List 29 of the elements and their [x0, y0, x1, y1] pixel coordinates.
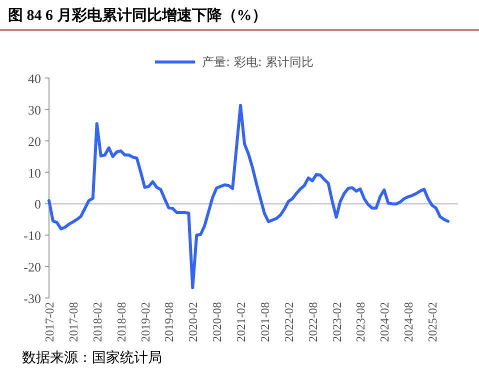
x-tick-label: 2024-08: [402, 302, 416, 342]
x-tick-label: 2019-08: [162, 302, 176, 342]
y-tick-label: -10: [24, 228, 41, 244]
x-tick-label: 2018-02: [90, 302, 104, 342]
x-tick-label: 2021-08: [258, 302, 272, 342]
x-tick-label: 2023-08: [354, 302, 368, 342]
x-tick-label: 2018-08: [114, 302, 128, 342]
source-note: 数据来源：国家统计局: [22, 350, 162, 366]
x-tick-label: 2017-08: [66, 302, 80, 342]
x-tick-label: 2024-02: [378, 302, 392, 342]
x-tick-label: 2022-02: [282, 302, 296, 342]
x-tick-label: 2020-02: [186, 302, 200, 342]
x-tick-label: 2021-02: [234, 302, 248, 342]
y-tick-label: 40: [28, 71, 41, 86]
y-tick-label: 10: [28, 165, 41, 180]
x-tick-label: 2020-08: [210, 302, 224, 342]
chart-title: 图 84 6 月彩电累计同比增速下降（%）: [8, 7, 267, 24]
x-tick-label: 2017-02: [42, 302, 56, 342]
y-tick-label: 20: [28, 134, 41, 149]
y-tick-label: -20: [24, 260, 41, 275]
x-tick-label: 2023-02: [330, 302, 344, 342]
legend-label: 产量: 彩电: 累计同比: [202, 55, 314, 69]
x-tick-label: 2022-08: [306, 302, 320, 342]
y-tick-label: 0: [34, 196, 41, 212]
y-tick-label: -30: [24, 291, 41, 306]
x-tick-label: 2025-02: [426, 302, 440, 342]
y-tick-label: 30: [28, 102, 41, 118]
x-tick-label: 2019-02: [138, 302, 152, 342]
line-series: [48, 104, 450, 290]
